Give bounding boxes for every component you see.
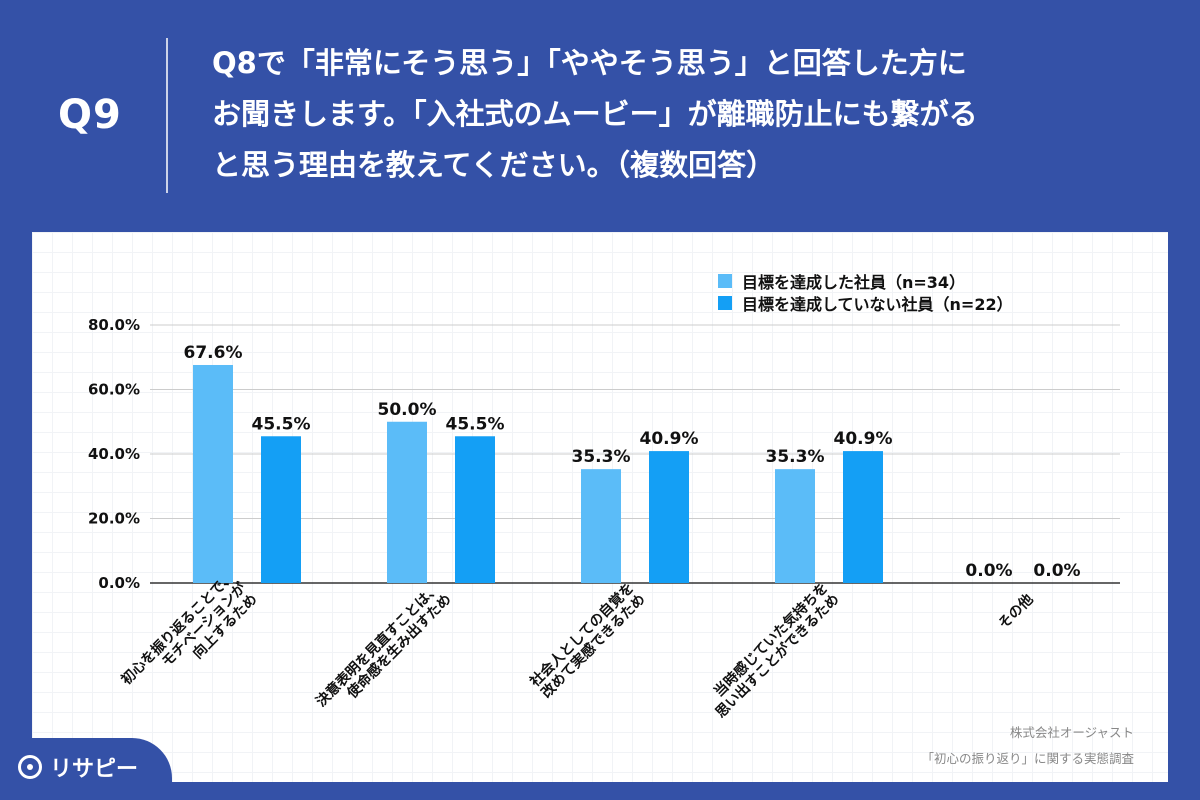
source-company: 株式会社オージャスト	[1009, 725, 1134, 740]
x-tick-label-line: 使命感を生み出すため	[343, 591, 455, 703]
legend-label-series-2: 目標を達成していない社員（n=22）	[742, 295, 1013, 314]
legend-item-series-2: 目標を達成していない社員（n=22）	[718, 292, 1013, 314]
question-number: Q9	[58, 92, 122, 138]
data-label: 67.6%	[184, 343, 243, 363]
legend-swatch-series-2	[718, 296, 732, 310]
bar	[649, 451, 689, 583]
chart-legend: 目標を達成した社員（n=34） 目標を達成していない社員（n=22）	[718, 270, 1013, 314]
y-tick-label: 60.0%	[88, 381, 140, 399]
x-tick-label-line: 当時感じていた気持ちを	[710, 579, 831, 700]
bar	[387, 421, 427, 583]
pin-icon	[18, 755, 42, 779]
logo-text: リサピー	[50, 757, 139, 782]
question-line: Q8で「非常にそう思う」「ややそう思う」と回答した方に	[212, 46, 967, 80]
data-label: 0.0%	[1033, 561, 1080, 581]
data-label: 35.3%	[572, 447, 631, 467]
header: Q9 Q8で「非常にそう思う」「ややそう思う」と回答した方に お聞きします。「入…	[0, 0, 1200, 232]
legend-item-series-1: 目標を達成した社員（n=34）	[718, 270, 1013, 292]
data-label: 35.3%	[766, 447, 825, 467]
bar	[193, 364, 233, 583]
header-divider	[166, 38, 168, 193]
data-label: 0.0%	[965, 561, 1012, 581]
data-label: 45.5%	[252, 414, 311, 434]
x-tick-label-line: その他	[995, 591, 1037, 633]
chart-card: 0.0% 20.0% 40.0% 60.0% 80.0% 67.6% 45.5% 初心を振り返…	[32, 232, 1168, 782]
bottom-band	[0, 782, 1200, 800]
y-tick-label: 80.0%	[88, 316, 140, 334]
question-line: お聞きします。「入社式のムービー」が離職防止にも繋がる	[212, 97, 978, 131]
bar-chart: 0.0%20.0%40.0%60.0%80.0%67.6%45.5%初心を振り返…	[88, 316, 1120, 722]
bar	[261, 436, 301, 583]
bar	[843, 451, 883, 583]
x-tick-label: 決意表明を見直すことは、使命感を生み出すため	[313, 579, 455, 710]
y-tick-label: 20.0%	[88, 510, 140, 528]
legend-label-series-1: 目標を達成した社員（n=34）	[742, 273, 966, 292]
brand-logo: リサピー	[18, 750, 138, 784]
data-label: 45.5%	[446, 414, 505, 434]
source-survey: 「初心の振り返り」に関する実態調査	[921, 751, 1134, 766]
x-tick-label: その他	[995, 591, 1037, 633]
bar	[455, 436, 495, 583]
y-tick-label: 0.0%	[98, 574, 140, 592]
x-tick-label-line: 社会人としての自覚を	[526, 579, 637, 690]
x-tick-label-line: 決意表明を見直すことは、	[313, 579, 444, 710]
legend-swatch-series-1	[718, 274, 732, 288]
question-line: と思う理由を教えてください。（複数回答）	[212, 148, 776, 182]
question-text: Q8で「非常にそう思う」「ややそう思う」と回答した方に お聞きします。「入社式の…	[212, 38, 1172, 191]
source-note: 株式会社オージャスト 「初心の振り返り」に関する実態調査	[921, 720, 1134, 772]
x-tick-label-line: 改めて実感できるため	[538, 591, 649, 702]
x-tick-label-line: 思い出すことができるため	[712, 591, 843, 722]
y-tick-label: 40.0%	[88, 445, 140, 463]
bar	[581, 469, 621, 583]
bar	[775, 469, 815, 583]
data-label: 40.9%	[834, 429, 893, 449]
data-label: 40.9%	[640, 429, 699, 449]
data-label: 50.0%	[378, 400, 437, 420]
